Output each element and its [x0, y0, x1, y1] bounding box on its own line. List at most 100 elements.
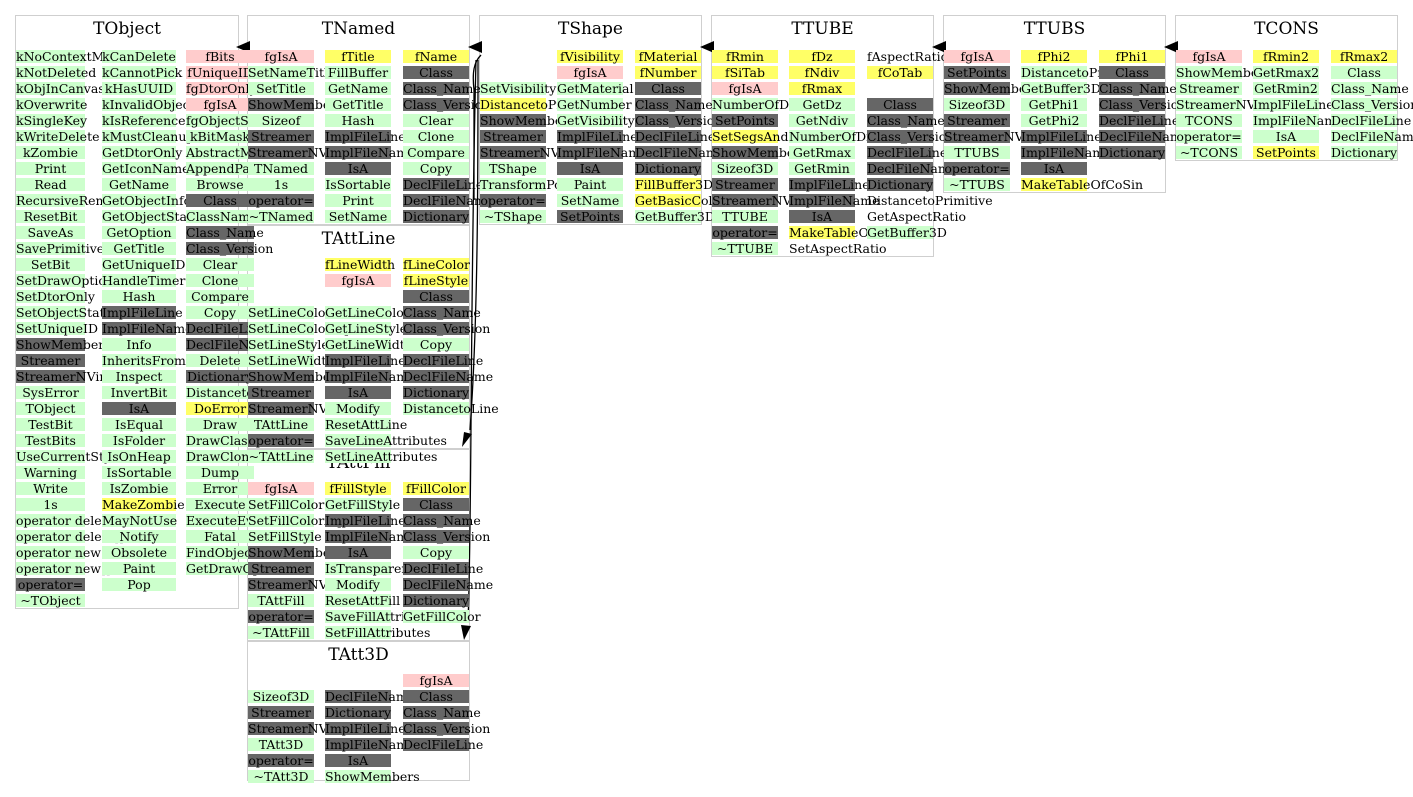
- member-tatt3d-tatt3d: ~TAtt3D: [248, 770, 314, 783]
- member-ttube-sizeof3d: Sizeof3D: [712, 162, 778, 175]
- member-tobject-executeevent: ExecuteEvent: [186, 513, 274, 528]
- member-tcons-showmembers: ShowMembers: [1176, 65, 1271, 80]
- member-tshape-setpoints: SetPoints: [557, 210, 623, 223]
- member-tnamed-hash: Hash: [325, 114, 391, 127]
- member-ttubs-fgisa: fgIsA: [944, 50, 1010, 63]
- member-tatt3d-implfilename: ImplFileName: [325, 737, 416, 752]
- class-title-tshape: TShape: [557, 19, 623, 39]
- member-tshape-transformpoints: TransformPoints: [480, 177, 586, 192]
- member-ttube-class: Class: [867, 98, 933, 111]
- member-tattline-copy: Copy: [403, 338, 469, 351]
- member-tobject-warning: Warning: [16, 466, 85, 479]
- member-tattline-blank: [248, 258, 314, 271]
- member-tnamed-declfilename: DeclFileName: [403, 193, 494, 208]
- member-tnamed-sizeof: Sizeof: [248, 114, 314, 127]
- member-tattline-declfilename: DeclFileName: [403, 369, 494, 384]
- member-tshape-fgisa: fgIsA: [557, 66, 623, 79]
- member-tobject-class-name: Class_Name: [186, 225, 264, 240]
- member-tatt3d-isa: IsA: [325, 754, 391, 767]
- class-title-ttubs: TTUBS: [1023, 19, 1086, 39]
- member-tattfill-tattfill: TAttFill: [248, 594, 314, 607]
- member-tobject-setuniqueid: SetUniqueID: [16, 321, 98, 336]
- member-ttube-numberofdivisions: NumberOfDivisions: [789, 129, 914, 144]
- member-tobject-drawclass: DrawClass: [186, 433, 254, 448]
- member-tcons-getrmax2: GetRmax2: [1253, 65, 1320, 80]
- member-ttube-getrmin: GetRmin: [789, 162, 855, 175]
- member-tattline-getlinestyle: GetLineStyle: [325, 321, 408, 336]
- member-tcons-frmin2: fRmin2: [1253, 50, 1319, 63]
- member-tobject-iszombie: IsZombie: [102, 482, 176, 495]
- member-tattfill-dictionary: Dictionary: [403, 593, 470, 608]
- member-tattfill-modify: Modify: [325, 578, 391, 591]
- member-tobject-kobjincanvas: kObjInCanvas: [16, 81, 105, 96]
- member-ttube-operator: operator=: [712, 225, 778, 240]
- member-tattfill-setfillcoloralpha: SetFillColorAlpha: [248, 513, 361, 528]
- member-tattfill-declfilename: DeclFileName: [403, 577, 494, 592]
- member-ttubs-ttubs: ~TTUBS: [944, 178, 1010, 191]
- member-tobject-kmustcleanup: kMustCleanup: [102, 129, 195, 144]
- member-tattfill-fgisa: fgIsA: [248, 482, 314, 495]
- member-tattline-getlinecolor: GetLineColor: [325, 305, 410, 320]
- member-tobject-pop: Pop: [102, 578, 176, 591]
- member-tobject-testbits: TestBits: [16, 434, 85, 447]
- member-tcons-declfilename: DeclFileName: [1331, 129, 1413, 144]
- member-ttube-getndiv: GetNdiv: [789, 114, 855, 127]
- member-tcons-fgisa: fgIsA: [1176, 50, 1242, 63]
- member-ttube-showmembers: ShowMembers: [712, 145, 807, 160]
- member-ttube-faspectratio: fAspectRatio: [867, 49, 949, 64]
- member-tshape-getbasiccolor: GetBasicColor: [635, 193, 727, 208]
- member-tattline-operator: operator=: [248, 433, 314, 448]
- member-tatt3d-class: Class: [403, 690, 469, 703]
- class-title-ttube: TTUBE: [791, 19, 854, 39]
- member-ttube-getaspectratio: GetAspectRatio: [867, 209, 966, 224]
- member-ttube-implfileline: ImplFileLine: [789, 177, 870, 192]
- member-tshape-fmaterial: fMaterial: [635, 50, 701, 63]
- member-tobject-maynotuse: MayNotUse: [102, 513, 178, 528]
- member-tattline-distancetoline: DistancetoLine: [403, 401, 499, 416]
- member-tcons-tcons: ~TCONS: [1176, 146, 1242, 159]
- member-tattline-blank: [325, 290, 391, 303]
- member-tshape-setname: SetName: [557, 194, 623, 207]
- member-tobject-streamernvirtual: StreamerNVirtual: [16, 369, 130, 384]
- member-tobject-tobject: TObject: [16, 402, 85, 415]
- class-title-tobject: TObject: [93, 19, 161, 39]
- member-ttube-getdz: GetDz: [789, 98, 855, 111]
- member-tcons-declfileline: DeclFileLine: [1331, 113, 1412, 128]
- member-tobject-isa: IsA: [102, 402, 176, 415]
- member-tshape-fvisibility: fVisibility: [557, 50, 623, 63]
- member-tobject-koverwrite: kOverwrite: [16, 97, 88, 112]
- member-tobject-showmembers: ShowMembers: [16, 337, 111, 352]
- member-tobject-isfolder: IsFolder: [102, 434, 176, 447]
- member-tattfill-ffillcolor: fFillColor: [403, 482, 469, 495]
- member-tnamed-ftitle: fTitle: [325, 50, 391, 63]
- member-tobject-draw: Draw: [186, 418, 254, 431]
- member-tattfill-resetattfill: ResetAttFill: [325, 593, 401, 608]
- member-tcons-streamernvirtual: StreamerNVirtual: [1176, 97, 1290, 112]
- member-ttube-class-version: Class_Version: [867, 129, 955, 144]
- member-tatt3d-implfileline: ImplFileLine: [325, 721, 406, 736]
- member-tshape-getnumber: GetNumber: [557, 97, 632, 112]
- member-tattline-tattline: TAttLine: [248, 418, 314, 431]
- member-ttubs-streamer: Streamer: [944, 114, 1010, 127]
- member-tshape-implfileline: ImplFileLine: [557, 129, 638, 144]
- member-tatt3d-streamer: Streamer: [248, 706, 314, 719]
- member-tattline-fgisa: fgIsA: [325, 274, 391, 287]
- member-ttube-fgisa: fgIsA: [712, 82, 778, 95]
- member-tattline-isa: IsA: [325, 386, 391, 399]
- member-tobject-kzombie: kZombie: [16, 146, 85, 159]
- member-tobject-saveas: SaveAs: [16, 226, 85, 239]
- member-tattline-resetattline: ResetAttLine: [325, 417, 408, 432]
- member-tattline-implfileline: ImplFileLine: [325, 353, 406, 368]
- member-tattfill-getfillstyle: GetFillStyle: [325, 497, 401, 512]
- member-tcons-implfileline: ImplFileLine: [1253, 97, 1334, 112]
- member-tobject-recursiveremove: RecursiveRemove: [16, 193, 130, 208]
- member-tnamed-setnametitle: SetNameTitle: [248, 65, 336, 80]
- member-tshape-tshape: TShape: [480, 162, 546, 175]
- member-ttube-numberofdivisions: NumberOfDivisions: [712, 97, 837, 112]
- member-tobject-doerror: DoError: [186, 402, 254, 415]
- member-tobject-getdrawoption: GetDrawOption: [186, 561, 286, 576]
- member-ttube-declfileline: DeclFileLine: [867, 145, 948, 160]
- member-tobject-isequal: IsEqual: [102, 418, 176, 431]
- member-ttubs-implfileline: ImplFileLine: [1021, 129, 1102, 144]
- member-tobject-fgdtoronly: fgDtorOnly: [186, 81, 257, 96]
